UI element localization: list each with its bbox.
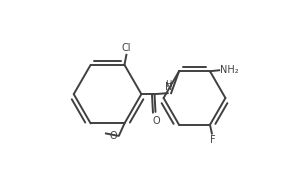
Text: Cl: Cl	[122, 43, 131, 53]
Text: O: O	[109, 131, 117, 141]
Text: N: N	[165, 82, 172, 92]
Text: O: O	[152, 116, 160, 126]
Text: H: H	[165, 80, 172, 89]
Text: F: F	[210, 135, 216, 145]
Text: NH₂: NH₂	[220, 65, 239, 75]
